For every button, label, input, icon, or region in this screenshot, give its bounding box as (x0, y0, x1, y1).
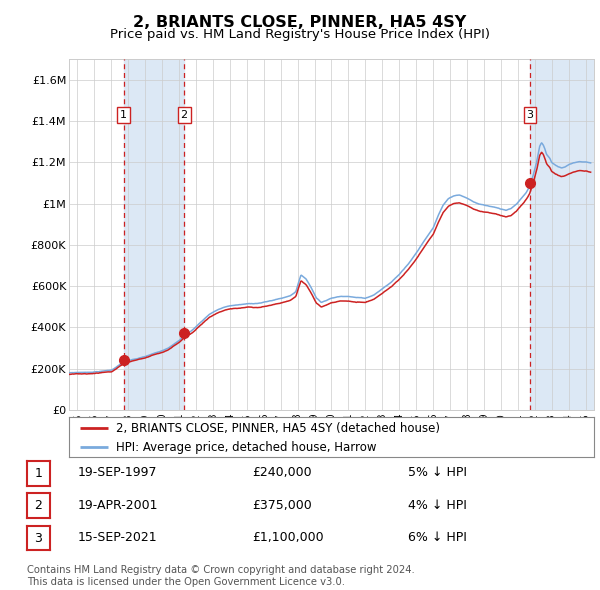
Text: 4% ↓ HPI: 4% ↓ HPI (408, 499, 467, 512)
Text: 2, BRIANTS CLOSE, PINNER, HA5 4SY: 2, BRIANTS CLOSE, PINNER, HA5 4SY (133, 15, 467, 30)
Text: 3: 3 (526, 110, 533, 120)
Text: 6% ↓ HPI: 6% ↓ HPI (408, 531, 467, 544)
Text: 19-APR-2001: 19-APR-2001 (78, 499, 158, 512)
Text: 2: 2 (34, 499, 43, 512)
Text: 19-SEP-1997: 19-SEP-1997 (78, 466, 157, 479)
Text: Contains HM Land Registry data © Crown copyright and database right 2024.
This d: Contains HM Land Registry data © Crown c… (27, 565, 415, 587)
Text: £1,100,000: £1,100,000 (252, 531, 323, 544)
Text: 1: 1 (34, 467, 43, 480)
Text: £240,000: £240,000 (252, 466, 311, 479)
Text: 2, BRIANTS CLOSE, PINNER, HA5 4SY (detached house): 2, BRIANTS CLOSE, PINNER, HA5 4SY (detac… (116, 422, 440, 435)
Text: £375,000: £375,000 (252, 499, 312, 512)
Bar (124, 59, 184, 410)
Text: 3: 3 (34, 532, 43, 545)
Text: 15-SEP-2021: 15-SEP-2021 (78, 531, 158, 544)
Text: 2: 2 (181, 110, 188, 120)
Bar (530, 59, 594, 410)
Text: Price paid vs. HM Land Registry's House Price Index (HPI): Price paid vs. HM Land Registry's House … (110, 28, 490, 41)
Text: HPI: Average price, detached house, Harrow: HPI: Average price, detached house, Harr… (116, 441, 377, 454)
Text: 1: 1 (120, 110, 127, 120)
Text: 5% ↓ HPI: 5% ↓ HPI (408, 466, 467, 479)
